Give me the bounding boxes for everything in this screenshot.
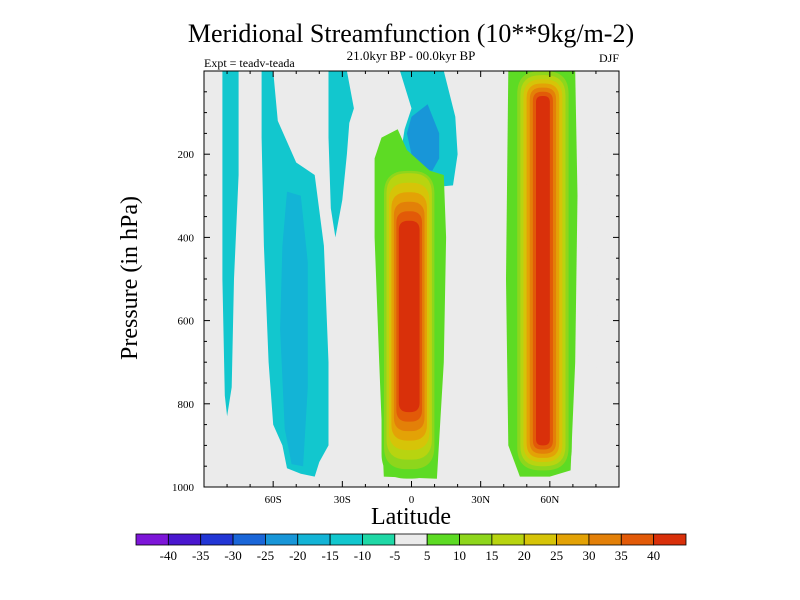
- colorbar-label: -40: [160, 548, 177, 563]
- chart-title: Meridional Streamfunction (10**9kg/m-2): [188, 19, 634, 48]
- experiment-label: Expt = teadv-teada: [204, 56, 295, 70]
- colorbar-swatch: [265, 533, 299, 546]
- y-tick-label: 400: [178, 232, 195, 244]
- colorbar-swatch: [297, 533, 331, 546]
- colorbar-label: -30: [224, 548, 241, 563]
- colorbar-swatch: [329, 533, 363, 546]
- colorbar-swatch: [523, 533, 557, 546]
- colorbar-swatch: [426, 533, 460, 546]
- colorbar-label: -25: [257, 548, 274, 563]
- colorbar-label: 15: [485, 548, 498, 563]
- colorbar-label: 10: [453, 548, 466, 563]
- colorbar-swatch: [232, 533, 266, 546]
- season-label: DJF: [599, 51, 619, 65]
- x-tick-label: 0: [409, 494, 415, 506]
- y-tick-label: 600: [178, 316, 195, 328]
- colorbar-swatch: [362, 533, 396, 546]
- y-tick-label: 1000: [172, 482, 195, 494]
- colorbar-swatch: [556, 533, 590, 546]
- colorbar-swatch: [459, 533, 493, 546]
- colorbar-swatch: [491, 533, 525, 546]
- x-tick-label: 60S: [265, 494, 282, 506]
- colorbar-swatch: [200, 533, 234, 546]
- colorbar-label: -5: [389, 548, 400, 563]
- contour-tropical-cell-40: [398, 220, 420, 413]
- colorbar-swatch: [167, 533, 202, 546]
- colorbar-label: 30: [582, 548, 595, 563]
- colorbar-swatch: [620, 533, 655, 546]
- contour-upper-tropics-core: [406, 104, 440, 171]
- colorbar-label: 35: [615, 548, 628, 563]
- colorbar-label: -20: [289, 548, 306, 563]
- x-tick-label: 30N: [471, 494, 490, 506]
- y-tick-label: 200: [178, 149, 195, 161]
- y-axis-label: Pressure (in hPa): [117, 196, 143, 360]
- contour-sh-polar-band: [222, 71, 239, 417]
- contour-nh-midlat-cell-40: [536, 95, 550, 446]
- contour-sh-tropics-small: [328, 71, 354, 238]
- colorbar-swatch: [588, 533, 622, 546]
- x-tick-label: 30S: [334, 494, 351, 506]
- colorbar-swatch: [135, 533, 169, 546]
- colorbar-swatch: [394, 533, 428, 546]
- contour-sh-midlat-core: [280, 191, 308, 467]
- colorbar-label: 5: [424, 548, 431, 563]
- colorbar-label: -15: [321, 548, 338, 563]
- x-axis-label: Latitude: [371, 504, 451, 530]
- colorbar-label: -35: [192, 548, 209, 563]
- chart-subtitle: 21.0kyr BP - 00.0kyr BP: [347, 48, 476, 63]
- colorbar-label: 25: [550, 548, 563, 563]
- colorbar-label: 20: [518, 548, 531, 563]
- x-tick-label: 60N: [540, 494, 559, 506]
- colorbar-label: 40: [647, 548, 660, 563]
- colorbar-swatch: [653, 533, 687, 546]
- y-tick-label: 800: [178, 399, 195, 411]
- contour-nh-polar-band: [586, 71, 601, 404]
- colorbar-label: -10: [354, 548, 371, 563]
